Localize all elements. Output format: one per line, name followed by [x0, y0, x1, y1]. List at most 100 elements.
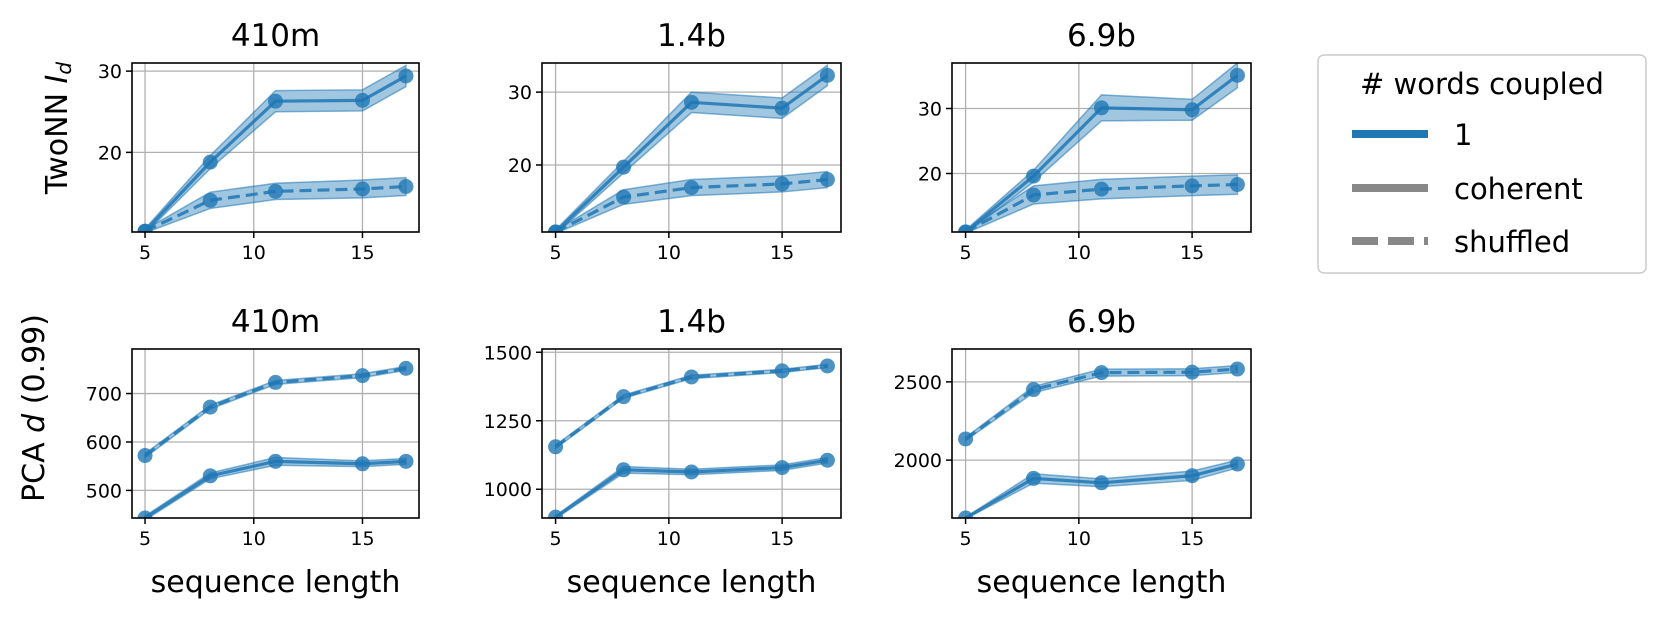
data-point-coherent [1229, 67, 1245, 83]
chart-panel-3: 5 10 15 20 30 6.9b [918, 18, 1252, 264]
legend-label-1: 1 [1454, 118, 1472, 152]
plot-area [958, 63, 1245, 232]
chart-panel-5: 5 10 15 1000 1250 1500 1.4b sequence length [484, 304, 842, 600]
data-point-shuffled [1229, 177, 1245, 193]
plot-area [137, 64, 414, 232]
panel-title: 6.9b [1067, 304, 1136, 340]
x-tick-label: 5 [960, 242, 972, 264]
chart-panel-2: 5 10 15 20 30 1.4b [508, 18, 842, 264]
data-point-shuffled [1026, 187, 1042, 203]
y-tick-label: 2500 [894, 372, 942, 394]
data-point-coherent [354, 92, 370, 108]
x-tick-label: 5 [139, 242, 151, 264]
data-point-shuffled [1229, 361, 1245, 377]
data-point-coherent [684, 94, 699, 110]
y-tick-label: 20 [98, 142, 122, 164]
data-point-coherent [616, 462, 632, 478]
data-point-coherent [1026, 470, 1042, 486]
data-point-coherent [1229, 456, 1245, 472]
y-tick-label: 20 [508, 155, 532, 177]
data-point-coherent [684, 464, 699, 480]
band-coherent [964, 63, 1239, 232]
data-point-shuffled [774, 176, 790, 192]
plot-area [548, 358, 835, 518]
data-point-shuffled [1094, 365, 1109, 381]
y-tick-label: 700 [86, 384, 122, 406]
band-shuffled [554, 170, 829, 232]
x-tick-label: 5 [960, 528, 972, 550]
panel-title: 410m [231, 18, 320, 54]
data-point-shuffled [548, 224, 564, 232]
plot-area [548, 63, 835, 232]
row-label-twonn: TwoNN Id [40, 62, 76, 196]
data-point-coherent [819, 452, 835, 468]
x-tick-label: 15 [350, 528, 374, 550]
data-point-coherent [616, 159, 632, 175]
data-point-shuffled [398, 179, 414, 194]
data-point-shuffled [819, 172, 835, 188]
data-point-shuffled [354, 181, 370, 197]
axes-frame [541, 62, 842, 233]
data-point-coherent [398, 453, 414, 469]
data-point-coherent [958, 510, 974, 518]
y-tick-label: 600 [86, 432, 122, 454]
x-tick-label: 15 [770, 528, 794, 550]
data-point-shuffled [684, 369, 699, 385]
plot-area [137, 360, 414, 518]
data-point-coherent [398, 68, 414, 84]
data-point-shuffled [958, 431, 974, 447]
band-shuffled [144, 176, 407, 232]
data-point-shuffled [548, 439, 564, 455]
y-tick-label: 30 [918, 99, 942, 121]
data-point-coherent [1026, 168, 1042, 184]
data-point-shuffled [137, 448, 153, 464]
x-tick-label: 15 [1180, 528, 1204, 550]
legend-title: # words coupled [1360, 67, 1604, 101]
data-point-shuffled [684, 180, 699, 196]
data-point-shuffled [774, 363, 790, 379]
x-tick-label: 10 [657, 242, 681, 264]
axes-frame [131, 348, 420, 519]
x-tick-label: 5 [550, 242, 562, 264]
x-axis-label: sequence length [151, 565, 401, 600]
legend-label-shuffled: shuffled [1454, 225, 1570, 259]
data-point-shuffled [268, 183, 283, 199]
x-tick-label: 10 [657, 528, 681, 550]
series-line-shuffled [144, 184, 407, 232]
data-point-shuffled [398, 360, 414, 376]
data-point-shuffled [958, 224, 974, 232]
chart-panel-6: 5 10 15 2000 2500 6.9b sequence length [894, 304, 1252, 600]
x-axis-label: sequence length [977, 565, 1227, 600]
data-point-shuffled [268, 374, 283, 390]
axes-frame [951, 62, 1252, 233]
axes-frame [131, 62, 420, 233]
panel-title: 1.4b [657, 18, 726, 54]
data-point-coherent [202, 468, 218, 484]
data-point-shuffled [354, 368, 370, 384]
x-tick-label: 10 [1067, 528, 1091, 550]
data-point-coherent [354, 456, 370, 472]
data-point-coherent [1094, 475, 1109, 491]
x-tick-label: 5 [550, 528, 562, 550]
legend-label-coherent: coherent [1454, 172, 1583, 206]
data-point-shuffled [1184, 364, 1200, 380]
data-point-coherent [1184, 468, 1200, 484]
data-point-shuffled [1094, 181, 1109, 197]
legend-frame [1317, 54, 1647, 274]
x-tick-label: 15 [770, 242, 794, 264]
data-point-shuffled [202, 399, 218, 415]
x-tick-label: 10 [1067, 242, 1091, 264]
data-point-coherent [1094, 100, 1109, 116]
data-point-coherent [1184, 102, 1200, 118]
data-point-coherent [268, 453, 283, 469]
x-tick-label: 15 [1180, 242, 1204, 264]
data-point-coherent [774, 100, 790, 116]
y-tick-label: 1250 [484, 411, 532, 433]
y-tick-label: 20 [918, 164, 942, 186]
data-point-shuffled [1026, 382, 1042, 398]
axes-frame [541, 348, 842, 519]
data-point-coherent [137, 510, 153, 518]
data-point-shuffled [1184, 178, 1200, 194]
